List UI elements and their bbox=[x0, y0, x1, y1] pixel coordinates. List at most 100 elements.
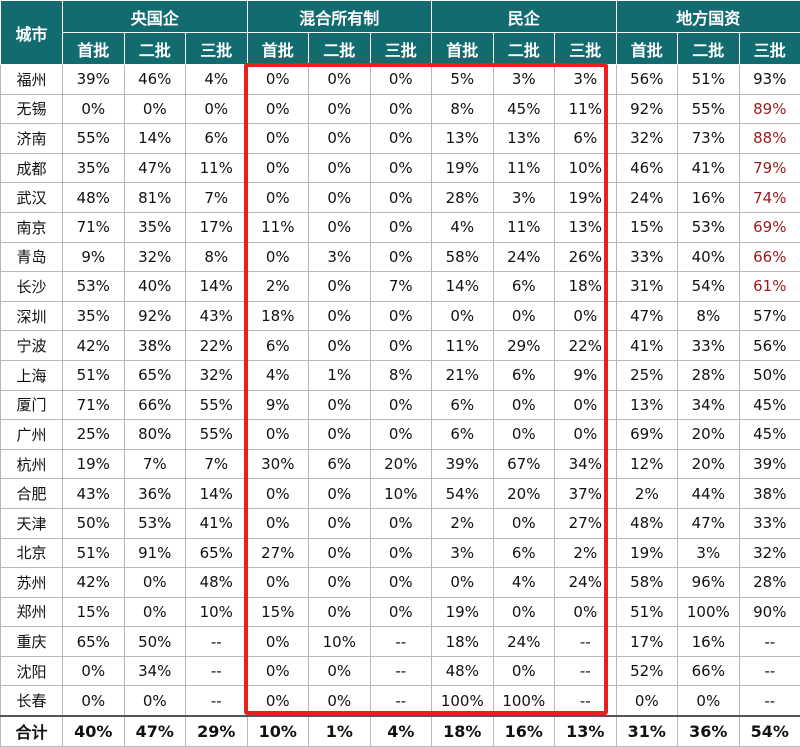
value-cell: 0% bbox=[308, 152, 371, 184]
group-header-central-soe: 央国企 bbox=[62, 0, 248, 33]
sub-header: 二批 bbox=[308, 32, 371, 65]
city-cell: 长春 bbox=[0, 685, 63, 717]
value-cell: 91% bbox=[123, 537, 186, 569]
value-cell: 100% bbox=[431, 685, 494, 717]
city-cell: 郑州 bbox=[0, 596, 63, 628]
table-row: 南京 71% 35% 17% 11% 0% 0% 4% 11% 13% 15% 53% 69% bbox=[0, 211, 800, 243]
value-cell: 92% bbox=[123, 300, 186, 332]
value-cell: -- bbox=[185, 626, 248, 657]
value-cell: 0% bbox=[308, 300, 371, 332]
value-cell: 0% bbox=[62, 93, 125, 125]
value-cell: 22% bbox=[554, 330, 617, 361]
table-row: 郑州 15% 0% 10% 15% 0% 0% 19% 0% 0% 51% 100% 90% bbox=[0, 596, 800, 628]
value-cell: 0% bbox=[308, 271, 371, 302]
value-cell: 71% bbox=[62, 211, 125, 243]
value-cell: 55% bbox=[185, 419, 248, 450]
value-cell: 47% bbox=[123, 715, 186, 747]
value-cell: 2% bbox=[246, 271, 310, 302]
value-cell: 11% bbox=[492, 152, 556, 184]
value-cell: 19% bbox=[431, 152, 494, 184]
table-row: 合肥 43% 36% 14% 0% 0% 10% 54% 20% 37% 2% 44% 38% bbox=[0, 478, 800, 509]
value-cell: 32% bbox=[185, 359, 248, 391]
value-cell: 65% bbox=[62, 626, 125, 657]
value-cell: 0% bbox=[62, 655, 125, 687]
value-cell: 9% bbox=[62, 241, 125, 273]
value-cell: 53% bbox=[123, 507, 186, 539]
value-cell: 38% bbox=[738, 478, 800, 509]
value-cell: 9% bbox=[554, 359, 617, 391]
value-cell: 25% bbox=[615, 359, 679, 391]
value-cell: 16% bbox=[677, 626, 740, 657]
value-cell: 15% bbox=[246, 596, 310, 628]
value-cell: 22% bbox=[185, 330, 248, 361]
value-cell: 0% bbox=[308, 330, 371, 361]
value-cell: 36% bbox=[677, 715, 740, 747]
value-cell: 3% bbox=[492, 64, 556, 95]
value-cell: 0% bbox=[492, 419, 556, 450]
value-cell: 20% bbox=[677, 448, 740, 480]
value-cell: 9% bbox=[246, 389, 310, 421]
value-cell: 40% bbox=[123, 271, 186, 302]
value-cell: 0% bbox=[246, 626, 310, 657]
sub-header: 三批 bbox=[738, 32, 800, 65]
table-row: 长春 0% 0% -- 0% 0% -- 100% 100% -- 0% 0% -- bbox=[0, 685, 800, 717]
value-cell: 0% bbox=[308, 419, 371, 450]
value-cell: 0% bbox=[308, 211, 371, 243]
value-cell: 73% bbox=[677, 123, 740, 154]
value-cell: 96% bbox=[677, 567, 740, 598]
value-cell: 69% bbox=[615, 419, 679, 450]
value-cell: 46% bbox=[615, 152, 679, 184]
value-cell: 4% bbox=[246, 359, 310, 391]
table-row: 杭州 19% 7% 7% 30% 6% 20% 39% 67% 34% 12% 20% 39% bbox=[0, 448, 800, 480]
value-cell: 0% bbox=[554, 419, 617, 450]
value-cell: 15% bbox=[615, 211, 679, 243]
value-cell: 0% bbox=[431, 567, 494, 598]
value-cell: 27% bbox=[246, 537, 310, 569]
value-cell: 0% bbox=[492, 596, 556, 628]
value-cell: 11% bbox=[554, 93, 617, 125]
sub-header: 二批 bbox=[123, 32, 186, 65]
value-cell: 0% bbox=[369, 330, 433, 361]
sub-header: 三批 bbox=[554, 32, 617, 65]
value-cell: 66% bbox=[123, 389, 186, 421]
value-cell: 14% bbox=[431, 271, 494, 302]
city-cell: 福州 bbox=[0, 64, 63, 95]
value-cell: 0% bbox=[492, 389, 556, 421]
value-cell: 0% bbox=[123, 93, 186, 125]
value-cell: 0% bbox=[369, 507, 433, 539]
city-header: 城市 bbox=[0, 0, 63, 65]
value-cell: 0% bbox=[369, 93, 433, 125]
value-cell: 0% bbox=[246, 478, 310, 509]
value-cell: 61% bbox=[738, 271, 800, 302]
value-cell: 0% bbox=[492, 300, 556, 332]
city-cell: 南京 bbox=[0, 211, 63, 243]
city-cell: 合肥 bbox=[0, 478, 63, 509]
value-cell: 48% bbox=[615, 507, 679, 539]
value-cell: 1% bbox=[308, 715, 371, 747]
value-cell: 0% bbox=[369, 152, 433, 184]
value-cell: 13% bbox=[492, 123, 556, 154]
value-cell: 26% bbox=[554, 241, 617, 273]
table-row: 济南 55% 14% 6% 0% 0% 0% 13% 13% 6% 32% 73% 88% bbox=[0, 123, 800, 154]
value-cell: 50% bbox=[123, 626, 186, 657]
value-cell: 8% bbox=[369, 359, 433, 391]
value-cell: 8% bbox=[677, 300, 740, 332]
value-cell: 7% bbox=[369, 271, 433, 302]
value-cell: 55% bbox=[677, 93, 740, 125]
value-cell: 0% bbox=[554, 300, 617, 332]
value-cell: 0% bbox=[615, 685, 679, 717]
value-cell: 54% bbox=[431, 478, 494, 509]
value-cell: 58% bbox=[431, 241, 494, 273]
sub-header: 三批 bbox=[369, 32, 433, 65]
value-cell: 52% bbox=[615, 655, 679, 687]
value-cell: 2% bbox=[615, 478, 679, 509]
value-cell: 31% bbox=[615, 271, 679, 302]
value-cell: 29% bbox=[492, 330, 556, 361]
value-cell: 57% bbox=[738, 300, 800, 332]
value-cell: 16% bbox=[677, 182, 740, 213]
value-cell: 0% bbox=[308, 389, 371, 421]
value-cell: 6% bbox=[492, 359, 556, 391]
value-cell: 53% bbox=[62, 271, 125, 302]
value-cell: 0% bbox=[308, 567, 371, 598]
value-cell: 65% bbox=[185, 537, 248, 569]
